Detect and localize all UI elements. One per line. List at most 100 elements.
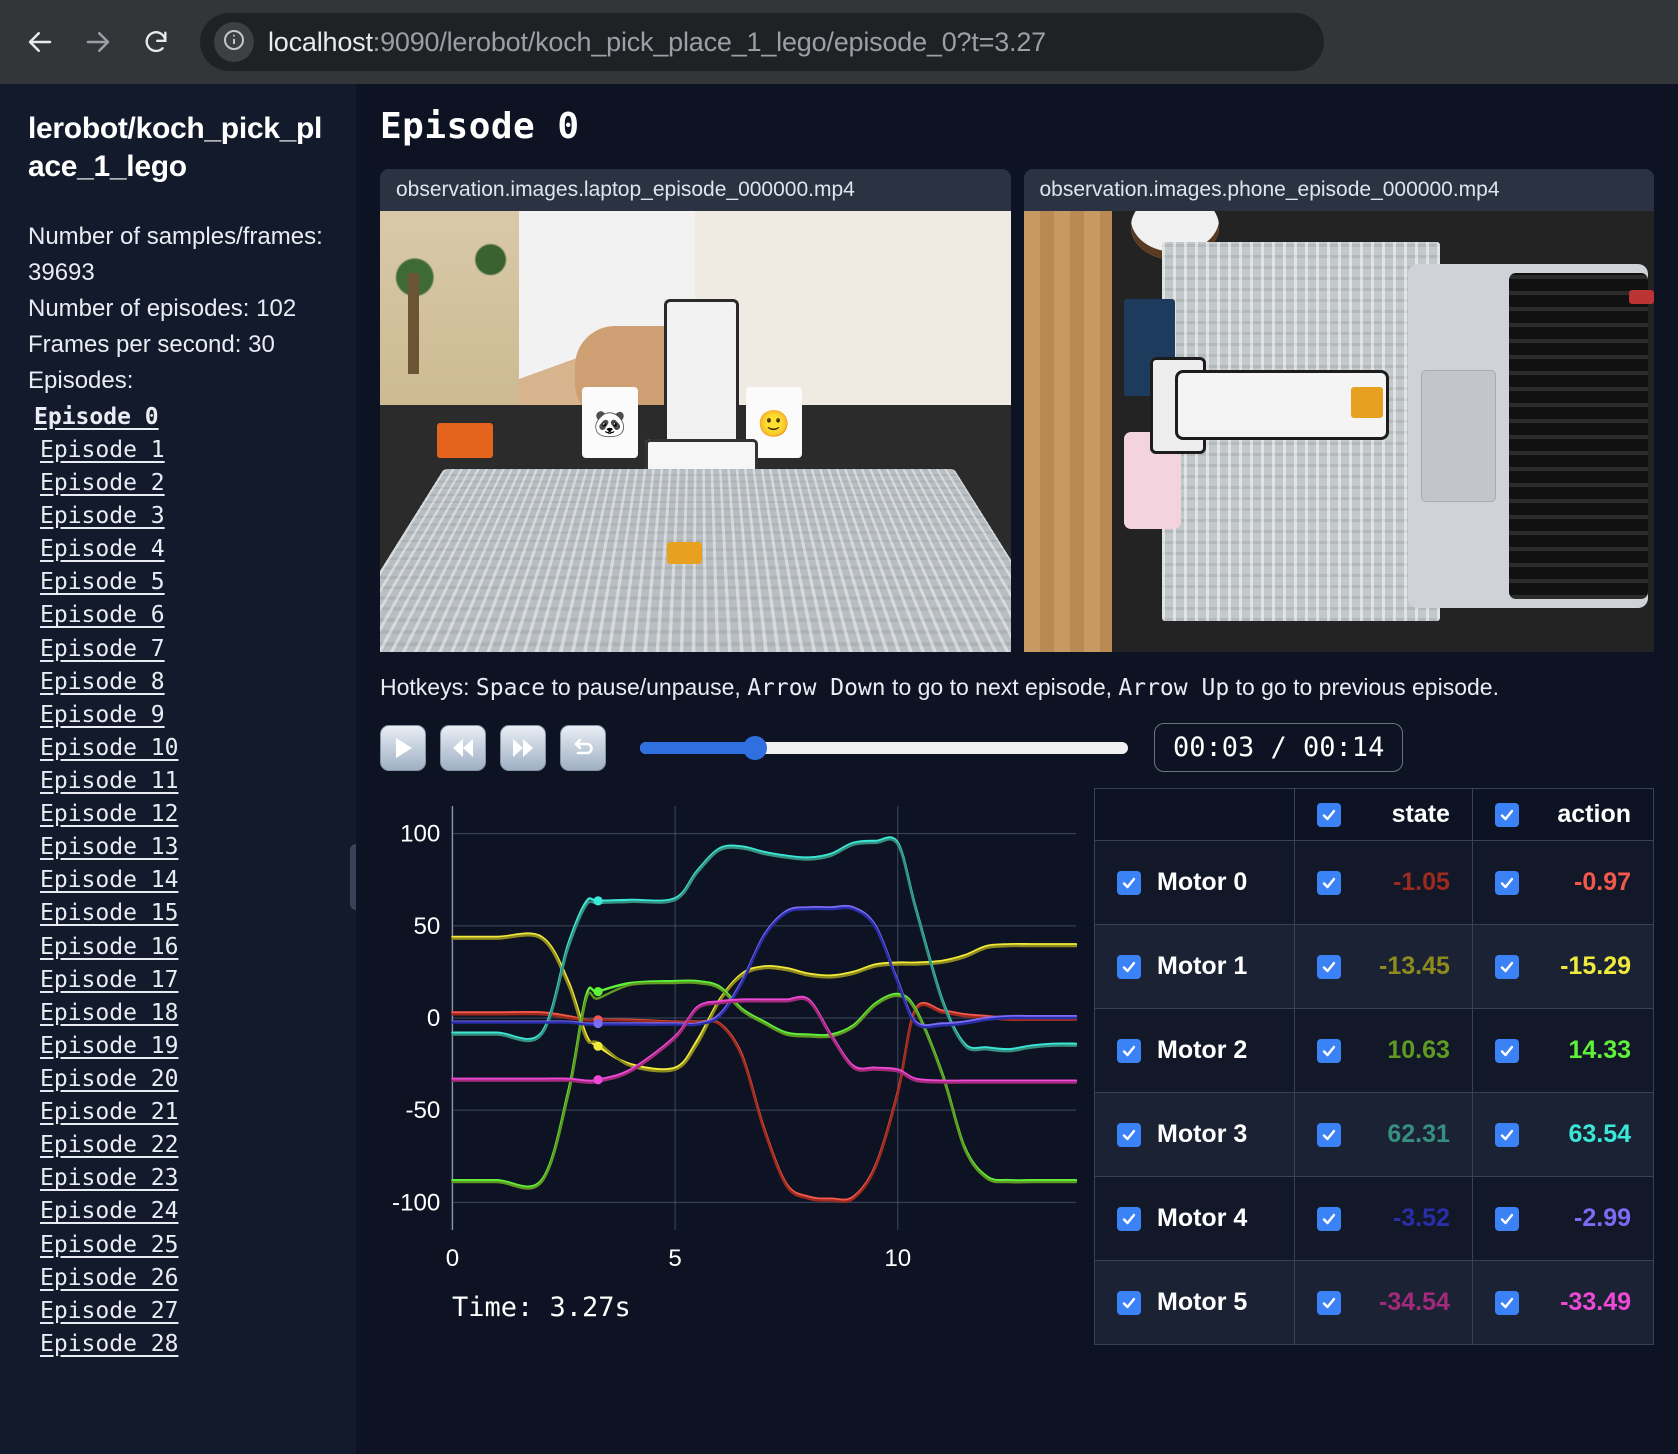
sidebar-item-episode-23[interactable]: Episode 23 [40,1165,179,1192]
sidebar-item-episode-0[interactable]: Episode 0 [34,403,159,430]
table-row: Motor 2 10.63 14.33 [1093,1008,1655,1093]
y-tick-label: -50 [405,1097,440,1124]
cursor-point [593,1018,603,1029]
motor-4-checkbox[interactable] [1117,1206,1141,1231]
sidebar-item-episode-20[interactable]: Episode 20 [40,1065,179,1092]
motor-5-state-value: -34.54 [1379,1288,1450,1316]
sidebar-item-episode-10[interactable]: Episode 10 [40,734,179,761]
back-button[interactable] [14,16,66,68]
player-controls: 00:03 / 00:14 [380,723,1654,772]
sidebar-item-episode-25[interactable]: Episode 25 [40,1231,179,1258]
motors-table: state action Motor 0 -1.05 -0.97 Mot [1093,788,1655,1345]
video-card-laptop: observation.images.laptop_episode_000000… [380,169,1011,652]
rewind-button[interactable] [440,724,486,771]
motor-0-checkbox[interactable] [1117,870,1141,895]
motor-5-state-cell: -34.54 [1294,1260,1473,1345]
forward-arrow-icon [83,27,113,57]
reload-button[interactable] [130,16,182,68]
browser-toolbar: localhost:9090/lerobot/koch_pick_place_1… [0,0,1678,84]
sidebar-item-episode-6[interactable]: Episode 6 [40,602,165,629]
motor-1-state-checkbox[interactable] [1317,954,1342,979]
motors-table-head: state action [1093,788,1655,841]
sidebar-item-episode-2[interactable]: Episode 2 [40,470,165,496]
motor-0-state-cell: -1.05 [1294,840,1473,925]
sidebar-item-episode-28[interactable]: Episode 28 [40,1330,179,1357]
motor-1-checkbox[interactable] [1117,954,1141,979]
motor-5-action-cell: -33.49 [1471,1260,1655,1345]
sidebar-item-episode-12[interactable]: Episode 12 [40,801,179,828]
motor-4-label: Motor 4 [1157,1204,1248,1232]
sidebar-item-episode-24[interactable]: Episode 24 [40,1198,179,1225]
series-line [451,979,1078,1188]
timeseries-chart[interactable]: -100 -50 0 50 100 0 5 10 Time: 3.27s [380,788,1084,1348]
sidebar-item-episode-1[interactable]: Episode 1 [40,436,165,463]
scene-poster [380,211,538,432]
sidebar-item-episode-15[interactable]: Episode 15 [40,900,179,927]
sidebar-item-episode-4[interactable]: Episode 4 [40,536,165,563]
motor-4-state-cell: -3.52 [1294,1176,1473,1261]
sidebar-item-episode-27[interactable]: Episode 27 [40,1297,179,1324]
state-column-checkbox[interactable] [1317,802,1342,827]
motor-5-action-checkbox[interactable] [1494,1290,1519,1315]
sidebar: lerobot/koch_pick_place_1_lego Number of… [0,84,356,1454]
motor-2-action-value: 14.33 [1568,1036,1631,1064]
sidebar-item-episode-5[interactable]: Episode 5 [40,569,165,596]
address-bar[interactable]: localhost:9090/lerobot/koch_pick_place_1… [200,13,1324,71]
url-path: :9090/lerobot/koch_pick_place_1_lego/epi… [372,26,1046,57]
motor-0-label: Motor 0 [1157,868,1248,896]
sidebar-item-episode-19[interactable]: Episode 19 [40,1032,179,1059]
sidebar-item-episode-18[interactable]: Episode 18 [40,999,179,1026]
motor-name-cell: Motor 3 [1093,1092,1296,1177]
motor-0-action-checkbox[interactable] [1494,870,1519,895]
motor-4-state-checkbox[interactable] [1317,1206,1342,1231]
video-filename-laptop: observation.images.laptop_episode_000000… [380,169,1011,211]
back-arrow-icon [25,27,55,57]
seek-thumb[interactable] [742,735,767,760]
sidebar-item-episode-8[interactable]: Episode 8 [40,668,165,695]
motor-1-action-checkbox[interactable] [1494,954,1519,979]
video-player-laptop[interactable] [380,211,1011,652]
sidebar-item-episode-11[interactable]: Episode 11 [40,767,179,794]
motor-name-cell: Motor 0 [1093,840,1296,925]
play-button[interactable] [380,724,426,771]
header-blank [1093,788,1296,841]
motor-4-action-checkbox[interactable] [1494,1206,1519,1231]
sidebar-item-episode-16[interactable]: Episode 16 [40,933,179,960]
motor-3-label: Motor 3 [1157,1120,1248,1148]
motor-2-action-checkbox[interactable] [1494,1038,1519,1063]
x-tick-label: 10 [884,1245,911,1272]
sidebar-item-episode-7[interactable]: Episode 7 [40,635,165,662]
motor-3-state-checkbox[interactable] [1317,1122,1342,1147]
sidebar-item-episode-21[interactable]: Episode 21 [40,1099,179,1126]
sidebar-item-episode-26[interactable]: Episode 26 [40,1264,179,1291]
motor-5-state-checkbox[interactable] [1317,1290,1342,1315]
series-line [451,836,1078,1051]
motor-2-checkbox[interactable] [1117,1038,1141,1063]
motor-0-state-checkbox[interactable] [1317,870,1342,895]
sidebar-item-episode-14[interactable]: Episode 14 [40,867,179,894]
sidebar-item-episode-17[interactable]: Episode 17 [40,966,179,993]
sidebar-item-episode-22[interactable]: Episode 22 [40,1132,179,1159]
video-player-phone[interactable] [1023,211,1654,652]
time-display: 00:03 / 00:14 [1154,723,1404,772]
motor-2-state-checkbox[interactable] [1317,1038,1342,1063]
motor-5-checkbox[interactable] [1117,1290,1141,1315]
sidebar-item-episode-9[interactable]: Episode 9 [40,701,165,728]
url-host: localhost [268,26,373,57]
sidebar-resize-handle[interactable] [350,844,356,910]
episode-list[interactable]: Episode 0 Episode 1 Episode 2 Episode 3 Epis… [28,401,334,1361]
sidebar-item-episode-13[interactable]: Episode 13 [40,834,179,861]
motor-name-cell: Motor 1 [1093,924,1296,1009]
y-tick-label: 100 [400,821,440,848]
sidebar-item-episode-3[interactable]: Episode 3 [40,503,165,530]
loop-button[interactable] [560,724,606,771]
motor-3-state-value: 62.31 [1387,1120,1450,1148]
site-info-button[interactable] [214,22,254,62]
seek-slider[interactable] [640,725,1128,771]
motor-3-checkbox[interactable] [1117,1122,1141,1147]
forward-button[interactable] [72,16,124,68]
motor-3-action-checkbox[interactable] [1494,1122,1519,1147]
series-line [451,995,1078,1083]
action-column-checkbox[interactable] [1494,802,1519,827]
fast-forward-button[interactable] [500,724,546,771]
